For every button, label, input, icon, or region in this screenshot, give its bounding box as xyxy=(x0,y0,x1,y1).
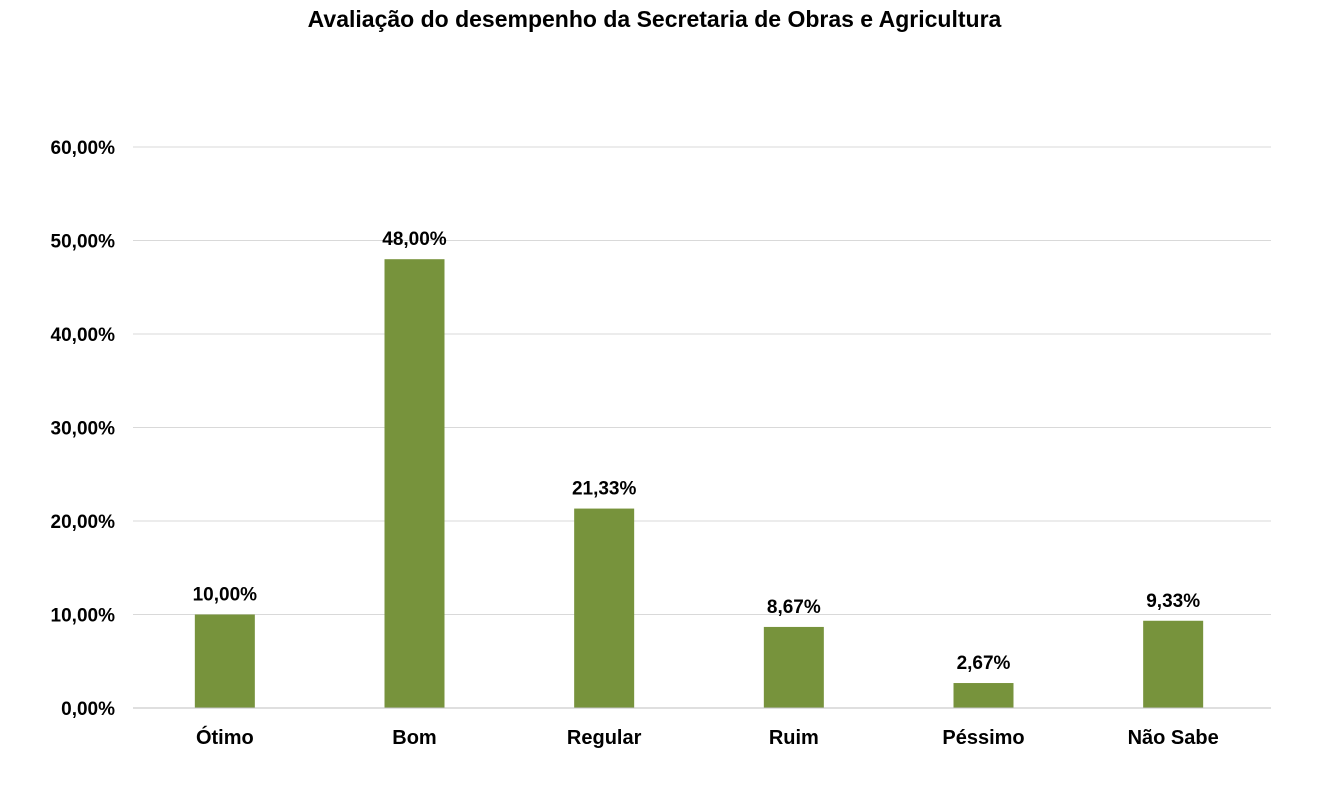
bar xyxy=(384,259,445,708)
category-label: Regular xyxy=(567,727,642,749)
y-tick-label: 30,00% xyxy=(51,419,116,440)
y-tick-label: 50,00% xyxy=(51,232,116,253)
bar xyxy=(194,614,255,708)
y-tick-label: 10,00% xyxy=(51,606,116,627)
y-axis-tick-labels: 0,00% 10,00% 20,00% 30,00% 40,00% 50,00% 60,00… xyxy=(51,138,116,720)
y-tick-label: 40,00% xyxy=(51,325,116,346)
bar xyxy=(953,683,1014,708)
data-label: 8,67% xyxy=(767,597,821,618)
data-label: 10,00% xyxy=(193,585,258,606)
data-label: 21,33% xyxy=(572,479,637,500)
bar xyxy=(574,508,635,708)
chart-title: Avaliação do desempenho da Secretaria de… xyxy=(307,6,1002,32)
bars xyxy=(194,259,1204,708)
y-tick-label: 20,00% xyxy=(51,512,116,533)
data-label: 48,00% xyxy=(382,229,447,250)
category-label: Ruim xyxy=(769,727,819,749)
y-tick-label: 60,00% xyxy=(51,138,116,159)
category-label: Péssimo xyxy=(942,727,1024,749)
gridlines xyxy=(133,146,1271,615)
x-axis-category-labels: Ótimo Bom Regular Ruim Péssimo Não Sabe xyxy=(196,725,1219,749)
bar xyxy=(763,626,824,708)
data-label: 9,33% xyxy=(1146,591,1200,612)
bar xyxy=(1143,620,1204,708)
data-label: 2,67% xyxy=(957,653,1011,674)
y-tick-label: 0,00% xyxy=(61,699,115,720)
data-labels: 10,00% 48,00% 21,33% 8,67% 2,67% 9,33% xyxy=(193,229,1201,674)
category-label: Bom xyxy=(392,727,436,749)
category-label: Ótimo xyxy=(196,725,254,749)
category-label: Não Sabe xyxy=(1128,727,1219,749)
